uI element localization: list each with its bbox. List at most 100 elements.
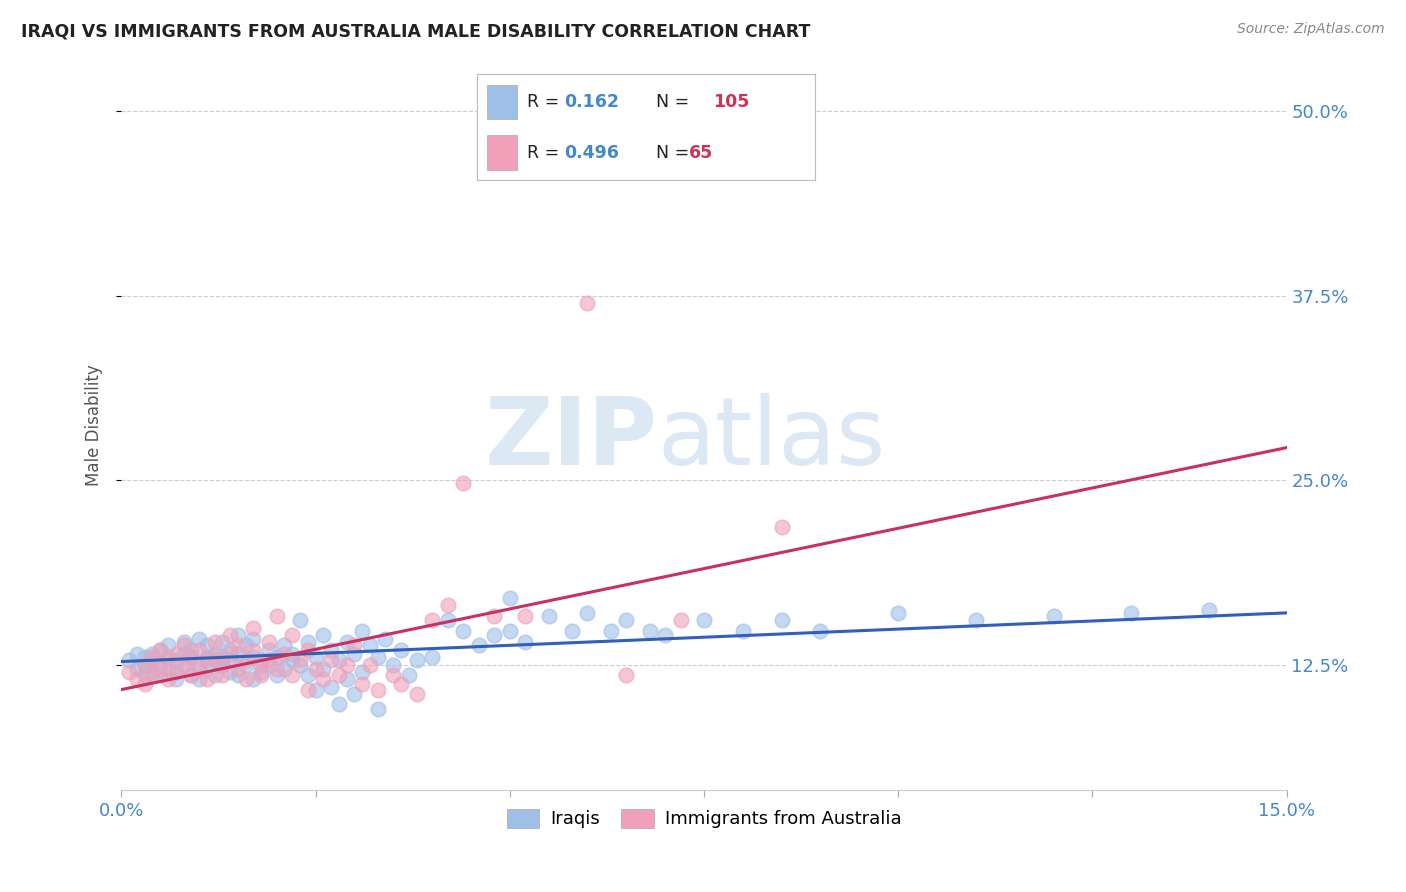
Point <box>188 642 211 657</box>
Text: Source: ZipAtlas.com: Source: ZipAtlas.com <box>1237 22 1385 37</box>
Point <box>134 650 156 665</box>
Point <box>336 635 359 649</box>
Point <box>537 608 560 623</box>
Point <box>638 624 661 638</box>
Point <box>312 662 335 676</box>
Point <box>359 657 381 672</box>
Point <box>118 653 141 667</box>
Point <box>297 635 319 649</box>
Point <box>297 642 319 657</box>
Point <box>219 628 242 642</box>
Point <box>304 662 326 676</box>
Point <box>173 657 195 672</box>
Point <box>436 599 458 613</box>
Point <box>965 613 987 627</box>
Point <box>180 668 202 682</box>
Point <box>576 606 599 620</box>
Point <box>770 520 793 534</box>
Point <box>451 476 474 491</box>
Point <box>810 624 832 638</box>
Point <box>235 638 257 652</box>
Point <box>134 657 156 672</box>
Point <box>281 653 304 667</box>
Point <box>359 638 381 652</box>
Point <box>125 673 148 687</box>
Point <box>156 673 179 687</box>
Point <box>141 668 163 682</box>
Point <box>389 642 412 657</box>
Point <box>242 650 264 665</box>
Text: ZIP: ZIP <box>485 393 658 485</box>
Point <box>219 642 242 657</box>
Point <box>219 665 242 679</box>
Point <box>398 668 420 682</box>
Point <box>336 673 359 687</box>
Point <box>257 657 280 672</box>
Point <box>257 635 280 649</box>
Point <box>180 650 202 665</box>
Point <box>149 642 172 657</box>
Point <box>211 657 233 672</box>
Point <box>312 673 335 687</box>
Point <box>188 657 211 672</box>
Point <box>1121 606 1143 620</box>
Point <box>367 702 389 716</box>
Point <box>281 668 304 682</box>
Point <box>226 628 249 642</box>
Point <box>319 653 342 667</box>
Point <box>235 657 257 672</box>
Point <box>173 635 195 649</box>
Point <box>352 665 374 679</box>
Point <box>250 653 273 667</box>
Point <box>226 662 249 676</box>
Point <box>420 650 443 665</box>
Point <box>731 624 754 638</box>
Point <box>273 647 295 661</box>
Point <box>180 650 202 665</box>
Point <box>328 668 350 682</box>
Point <box>352 624 374 638</box>
Point <box>118 665 141 679</box>
Point <box>141 647 163 661</box>
Point <box>165 653 187 667</box>
Point <box>195 662 218 676</box>
Point <box>204 635 226 649</box>
Point <box>204 653 226 667</box>
Point <box>204 668 226 682</box>
Point <box>156 650 179 665</box>
Text: IRAQI VS IMMIGRANTS FROM AUSTRALIA MALE DISABILITY CORRELATION CHART: IRAQI VS IMMIGRANTS FROM AUSTRALIA MALE … <box>21 22 810 40</box>
Point <box>211 635 233 649</box>
Point <box>266 608 288 623</box>
Point <box>134 676 156 690</box>
Point <box>219 653 242 667</box>
Point <box>499 591 522 606</box>
Point <box>669 613 692 627</box>
Point <box>304 682 326 697</box>
Point <box>219 647 242 661</box>
Point <box>420 613 443 627</box>
Point <box>226 638 249 652</box>
Point <box>250 665 273 679</box>
Point <box>576 296 599 310</box>
Text: atlas: atlas <box>658 393 886 485</box>
Point <box>149 662 172 676</box>
Point <box>165 665 187 679</box>
Point <box>405 687 427 701</box>
Point <box>149 657 172 672</box>
Point <box>343 638 366 652</box>
Point <box>405 653 427 667</box>
Point <box>515 608 537 623</box>
Point <box>195 653 218 667</box>
Point <box>374 632 396 647</box>
Point <box>288 653 311 667</box>
Point <box>451 624 474 638</box>
Point <box>382 657 405 672</box>
Point <box>484 608 506 623</box>
Point <box>599 624 621 638</box>
Point <box>614 668 637 682</box>
Point <box>1042 608 1064 623</box>
Point <box>328 653 350 667</box>
Point <box>242 632 264 647</box>
Point <box>389 676 412 690</box>
Point <box>134 668 156 682</box>
